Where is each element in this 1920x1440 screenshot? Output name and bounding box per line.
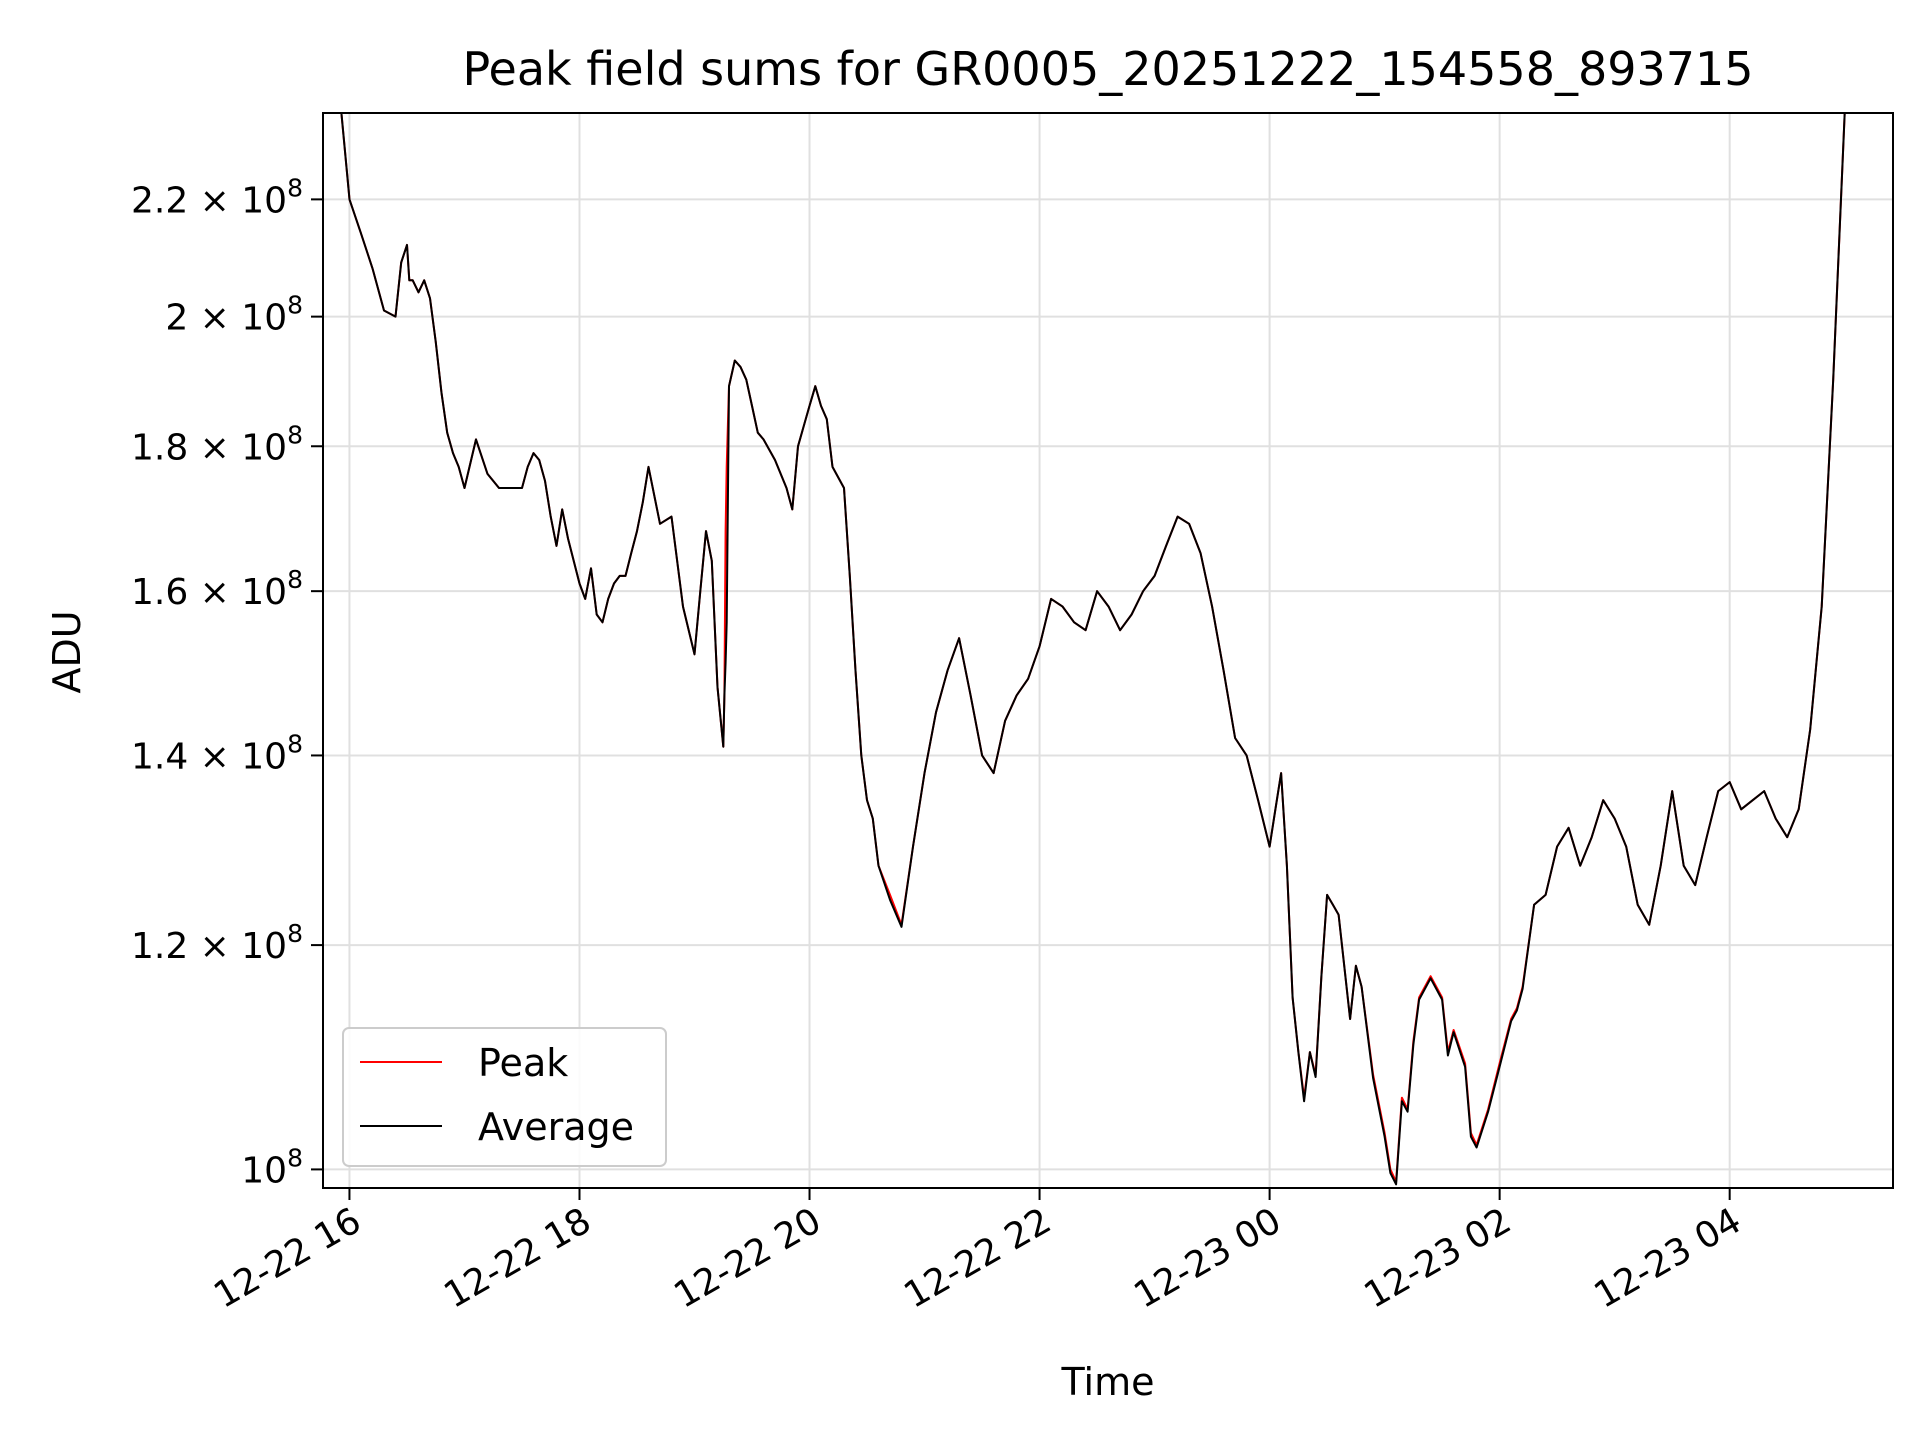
y-tick-label: 1.4 × 108 bbox=[131, 729, 303, 777]
legend: Peak Average bbox=[342, 1027, 667, 1167]
y-tick-label: 2 × 108 bbox=[165, 291, 303, 339]
y-axis: 108 1.2 × 108 1.4 × 108 1.6 × 108 1.8 × 108 2… bbox=[131, 173, 323, 1191]
y-tick-label: 2.2 × 108 bbox=[131, 173, 303, 221]
y-tick-label: 108 bbox=[241, 1143, 303, 1191]
y-axis-label: ADU bbox=[45, 610, 89, 693]
series-line-average bbox=[340, 113, 1846, 1186]
chart-title: Peak field sums for GR0005_20251222_1545… bbox=[462, 42, 1753, 96]
legend-label-average: Average bbox=[478, 1105, 634, 1149]
legend-label-peak: Peak bbox=[478, 1041, 568, 1085]
plot-frame bbox=[322, 112, 1894, 1189]
grid bbox=[323, 113, 1893, 1188]
y-tick-label: 1.8 × 108 bbox=[131, 420, 303, 468]
y-tick-label: 1.6 × 108 bbox=[131, 565, 303, 613]
y-tick-label: 1.2 × 108 bbox=[131, 919, 303, 967]
x-axis-label: Time bbox=[1061, 1360, 1155, 1404]
series-lines bbox=[340, 113, 1846, 1186]
